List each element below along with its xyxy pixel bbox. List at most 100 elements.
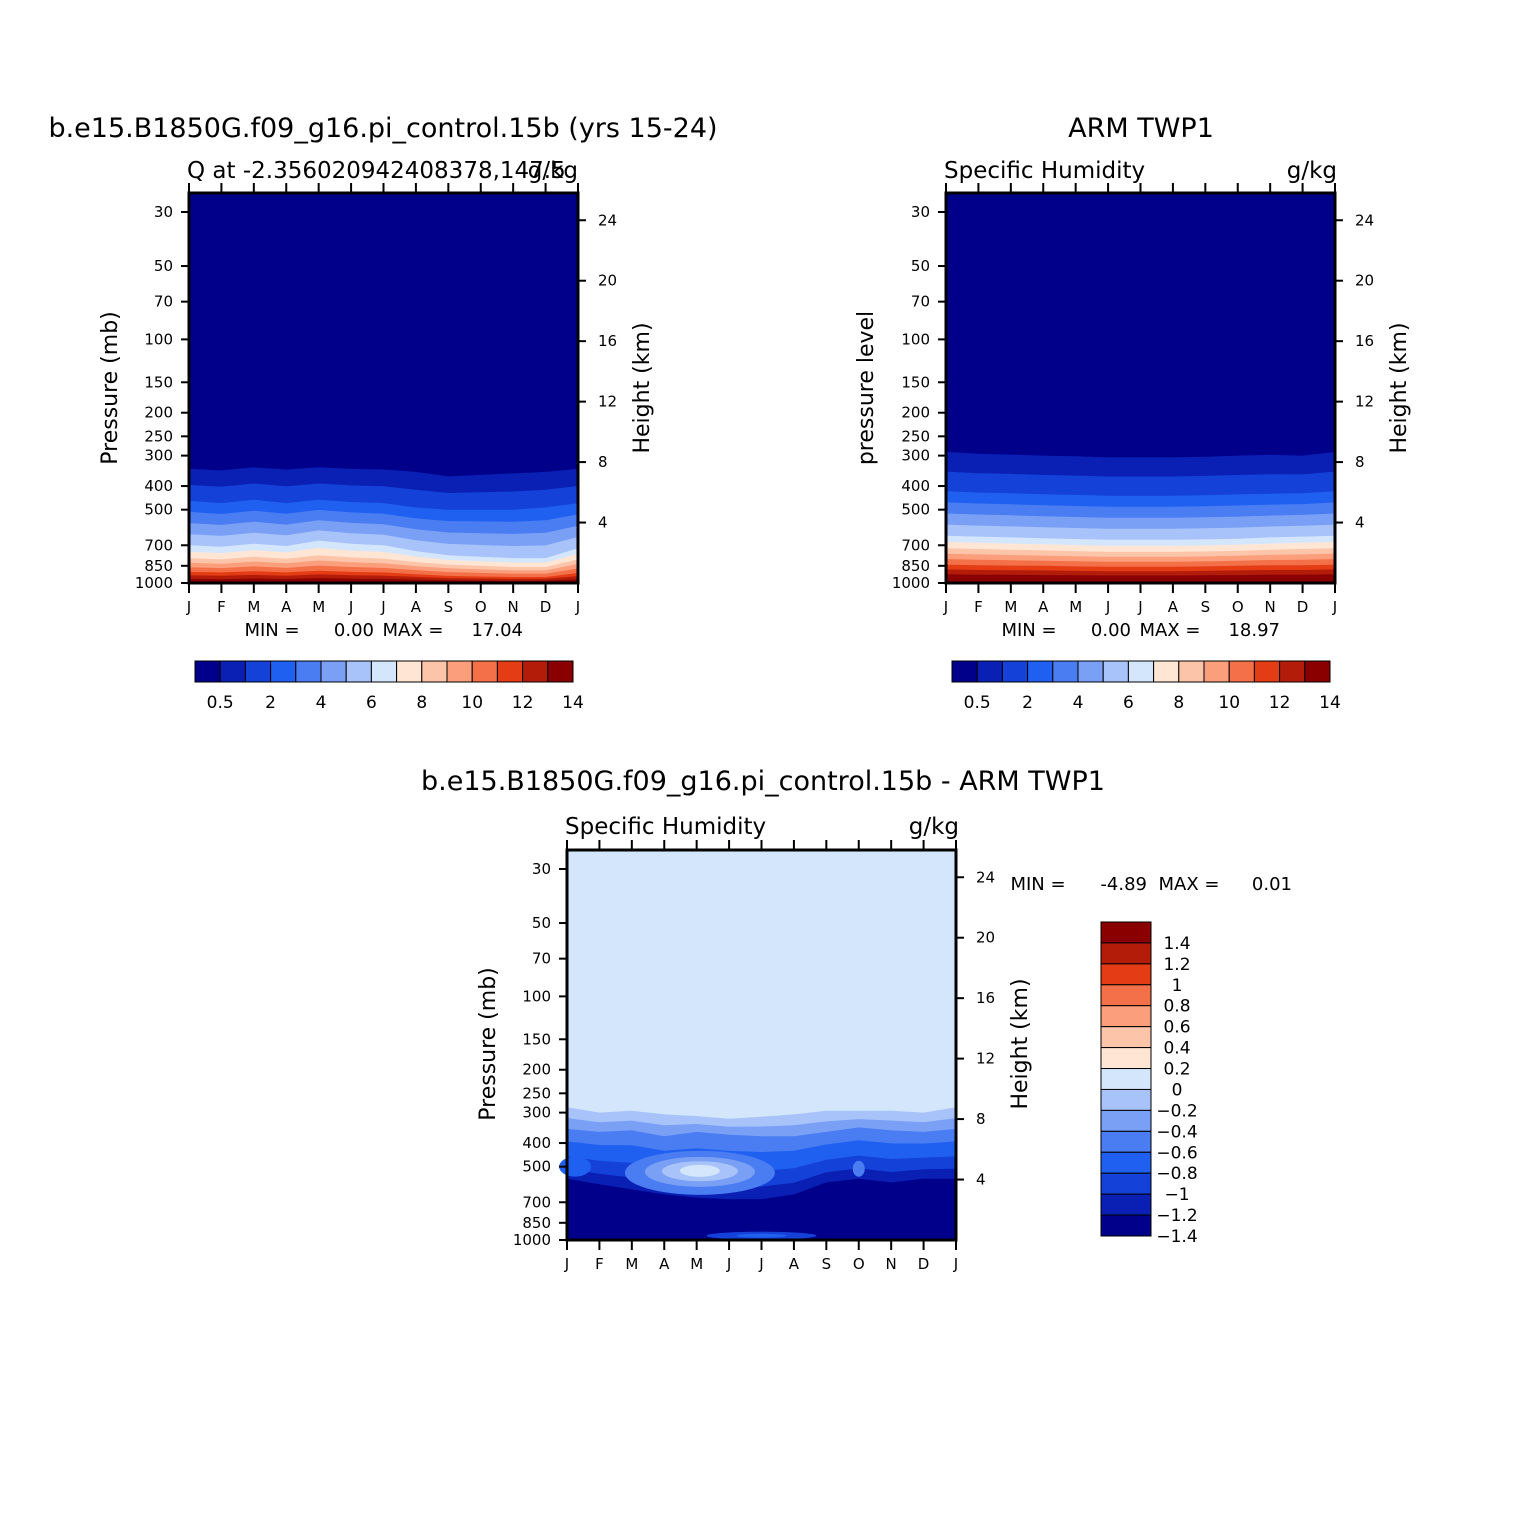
diff-pressure-tick-label: 850	[522, 1214, 551, 1232]
diff-month-label: J	[758, 1255, 763, 1273]
diff-colorbar-label: 0.6	[1163, 1018, 1190, 1038]
model-height-tick-label: 24	[598, 211, 617, 229]
model-colorbar-label: 14	[562, 693, 584, 713]
model-panel-title: b.e15.B1850G.f09_g16.pi_control.15b (yrs…	[48, 113, 717, 144]
obs-month-label: O	[1232, 598, 1244, 616]
obs-pressure-axis-label: pressure level	[854, 311, 879, 465]
model-panel-left-string: Q at -2.356020942408378,147.5	[187, 158, 566, 184]
diff-colorbar-swatch	[1100, 1088, 1152, 1111]
diff-month-label: F	[595, 1255, 604, 1273]
obs-month-label: S	[1201, 598, 1211, 616]
obs-colorbar-swatch	[1127, 660, 1155, 683]
diff-colorbar-label: 0.8	[1163, 997, 1190, 1017]
obs-month-label: J	[1105, 598, 1110, 616]
obs-month-label: D	[1297, 598, 1309, 616]
obs-height-tick-label: 4	[1355, 514, 1365, 532]
model-colorbar-swatch	[421, 660, 448, 683]
diff-colorbar-swatch	[1100, 1130, 1152, 1153]
diff-colorbar-label: −0.6	[1156, 1143, 1197, 1163]
obs-pressure-tick-label: 500	[901, 501, 930, 519]
model-pressure-tick-label: 30	[154, 203, 173, 221]
diff-blob-core	[679, 1164, 720, 1177]
diff-panel-left-string: Specific Humidity	[565, 814, 766, 840]
model-colorbar-label: 2	[265, 693, 276, 713]
diff-colorbar-label: −1.4	[1156, 1227, 1197, 1247]
diff-colorbar-label: 1.2	[1163, 955, 1190, 975]
model-height-tick-label: 16	[598, 332, 617, 350]
diff-month-label: M	[690, 1255, 703, 1273]
model-pressure-tick-label: 70	[154, 293, 173, 311]
diff-pressure-tick-label: 100	[522, 987, 551, 1005]
obs-colorbar-swatch	[1203, 660, 1230, 683]
model-min-value: 0.00	[334, 620, 374, 641]
obs-pressure-tick-label: 200	[901, 404, 930, 422]
diff-colorbar: 1.41.210.80.60.40.20−0.2−0.4−0.6−0.8−1−1…	[1100, 921, 1198, 1247]
model-colorbar-swatch	[345, 660, 372, 683]
obs-pressure-tick-label: 30	[911, 203, 930, 221]
contour-band-14	[189, 193, 578, 477]
model-pressure-tick-label: 850	[144, 557, 173, 575]
model-panel: b.e15.B1850G.f09_g16.pi_control.15b (yrs…	[48, 113, 717, 713]
diff-pressure-tick-label: 300	[522, 1104, 551, 1122]
model-pressure-tick-label: 200	[144, 404, 173, 422]
model-height-tick-label: 4	[598, 514, 608, 532]
diff-max-label: MAX =	[1159, 874, 1220, 895]
obs-colorbar-label: 0.5	[964, 693, 991, 713]
obs-month-label: J	[1137, 598, 1142, 616]
obs-colorbar-label: 8	[1173, 693, 1184, 713]
model-month-label: F	[217, 598, 226, 616]
obs-pressure-tick-label: 100	[901, 330, 930, 348]
diff-pressure-axis-label: Pressure (mb)	[476, 967, 501, 1121]
model-max-value: 17.04	[471, 620, 523, 641]
obs-colorbar-swatch	[951, 660, 978, 683]
model-pressure-tick-label: 700	[144, 536, 173, 554]
obs-month-label: F	[974, 598, 983, 616]
diff-blob-low-core	[736, 1233, 787, 1238]
obs-month-label: M	[1004, 598, 1017, 616]
obs-pressure-tick-label: 70	[911, 293, 930, 311]
diff-colorbar-swatch	[1100, 963, 1152, 986]
diff-month-label: A	[659, 1255, 670, 1273]
diff-pressure-tick-label: 250	[522, 1084, 551, 1102]
model-colorbar-swatch	[219, 660, 246, 683]
diff-colorbar-swatch	[1100, 1109, 1152, 1132]
diff-height-tick-label: 20	[976, 929, 995, 947]
obs-height-tick-label: 16	[1355, 332, 1374, 350]
obs-colorbar-swatch	[1102, 660, 1129, 683]
diff-colorbar-label: 0	[1172, 1080, 1183, 1100]
model-pressure-tick-label: 400	[144, 477, 173, 495]
obs-min-value: 0.00	[1091, 620, 1131, 641]
model-month-label: M	[312, 598, 325, 616]
obs-pressure-tick-label: 1000	[892, 574, 930, 592]
obs-colorbar-swatch	[1027, 660, 1054, 683]
diff-pressure-tick-label: 400	[522, 1134, 551, 1152]
diff-max-value: 0.01	[1252, 874, 1292, 895]
diff-height-axis-label: Height (km)	[1008, 978, 1033, 1109]
model-colorbar-swatch	[194, 660, 221, 683]
diff-height-tick-label: 8	[976, 1110, 986, 1128]
obs-colorbar: 0.5 2 4 6 8 10 12 14	[951, 660, 1341, 713]
model-colorbar-swatch	[270, 660, 297, 683]
diff-colorbar-swatch	[1100, 1214, 1152, 1237]
diff-colorbar-swatch	[1100, 1026, 1152, 1049]
model-month-label: J	[380, 598, 385, 616]
model-month-label: M	[247, 598, 260, 616]
obs-panel-title: ARM TWP1	[1068, 113, 1214, 144]
model-colorbar-swatch	[244, 660, 272, 683]
obs-colorbar-swatch	[1153, 660, 1180, 683]
diff-colorbar-label: −0.4	[1156, 1122, 1197, 1142]
diff-panel-units: g/kg	[909, 814, 959, 840]
diff-pressure-tick-label: 1000	[513, 1231, 551, 1249]
model-month-label: O	[475, 598, 487, 616]
model-colorbar-swatch	[471, 660, 498, 683]
model-month-label: J	[575, 598, 580, 616]
diff-month-label: M	[625, 1255, 638, 1273]
diff-pressure-tick-label: 70	[532, 950, 551, 968]
diff-height-tick-label: 16	[976, 989, 995, 1007]
obs-colorbar-label: 6	[1123, 693, 1134, 713]
diff-colorbar-label: 1	[1172, 976, 1183, 996]
obs-height-tick-label: 8	[1355, 453, 1365, 471]
diff-height-tick-label: 24	[976, 868, 995, 886]
obs-colorbar-swatch	[1304, 660, 1331, 683]
